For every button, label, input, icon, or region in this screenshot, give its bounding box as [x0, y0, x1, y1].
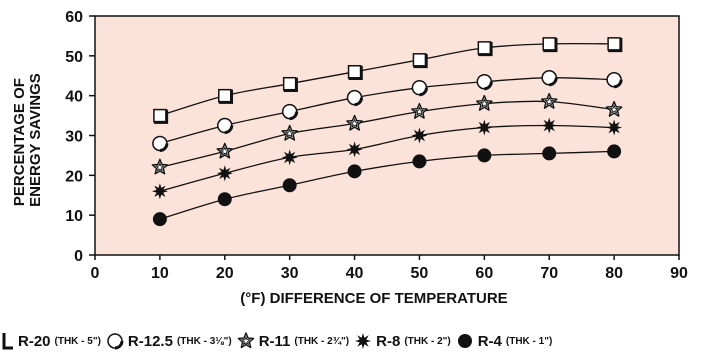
data-point-circle-filled	[542, 146, 557, 161]
data-point-starburst	[476, 119, 493, 136]
data-point-square	[607, 37, 623, 53]
plot-area	[94, 15, 680, 256]
chart: 0 10 20 30 40 50 60 0 10 20 30 40 50 60 70 80 90 PERCEN…	[11, 9, 688, 307]
y-axis-label: PERCENTAGE OF ENERGY SAVINGS	[11, 73, 44, 207]
y-tick-label: 50	[65, 49, 83, 66]
data-point-star-open	[281, 124, 298, 141]
x-tick-label: 40	[346, 265, 364, 282]
data-point-star-open	[476, 94, 493, 111]
data-point-starburst	[411, 127, 428, 144]
data-point-starburst	[281, 149, 298, 166]
data-point-star-open	[151, 158, 169, 175]
x-tick-label: 30	[281, 265, 299, 282]
legend-item: R-20 (THK - 5")	[2, 332, 101, 350]
data-point-starburst	[606, 119, 623, 136]
x-tick-label: 70	[540, 265, 558, 282]
data-point-circle-filled	[217, 192, 232, 207]
data-point-circle-filled	[412, 154, 427, 169]
y-axis-label-line1: PERCENTAGE OF	[11, 78, 28, 206]
legend-item: R-12.5 (THK - 3⅛")	[106, 332, 232, 350]
x-tick-label: 80	[605, 265, 623, 282]
data-point-square	[412, 53, 428, 69]
data-point-star-open	[540, 92, 558, 109]
data-point-starburst	[216, 165, 233, 182]
legend-series-thickness: (THK - 2")	[404, 335, 451, 347]
legend-series-name: R-11	[258, 332, 291, 350]
legend-series-thickness: (THK - 1")	[505, 335, 553, 347]
legend-marker-icon	[2, 333, 13, 350]
data-point-circle-filled	[477, 148, 492, 163]
y-tick-label: 30	[65, 129, 83, 146]
data-point-square	[153, 108, 169, 124]
y-axis: 0 10 20 30 40 50 60	[65, 9, 95, 265]
legend-series-name: R-8	[376, 332, 401, 350]
legend-marker-circle-open	[107, 333, 124, 350]
legend-series-name: R-20	[18, 332, 51, 350]
x-tick-label: 0	[91, 265, 100, 282]
legend-marker-star-open	[237, 332, 255, 349]
legend-item: R-8 (THK - 2")	[354, 332, 451, 350]
legend-series-thickness: (THK - 5")	[54, 335, 101, 347]
x-tick-label: 50	[411, 265, 429, 282]
data-point-circle-open	[281, 103, 299, 121]
x-tick-label: 60	[475, 265, 493, 282]
data-point-star-open	[411, 102, 428, 119]
legend-marker-starburst	[355, 333, 372, 349]
legend-series-name: R-12.5	[127, 332, 173, 350]
data-point-circle-open	[346, 89, 364, 107]
x-axis: 0 10 20 30 40 50 60 70 80 90	[91, 255, 688, 282]
y-tick-label: 40	[65, 89, 83, 106]
data-point-circle-open	[152, 135, 169, 152]
legend-marker-icon	[355, 333, 372, 349]
legend-marker-icon	[107, 333, 124, 350]
data-point-circle-open	[217, 117, 234, 135]
legend-item: R-11 (THK - 2¾")	[237, 332, 349, 350]
x-tick-label: 10	[151, 265, 169, 282]
y-tick-label: 10	[65, 208, 83, 225]
legend-series-name: R-4	[477, 332, 502, 350]
legend: R-20 (THK - 5") R-12.5 (THK - 3⅛") R-11 (THK …	[2, 330, 702, 352]
legend-marker-icon	[457, 334, 472, 348]
data-point-circle-filled	[282, 178, 297, 193]
data-point-circle-open	[476, 73, 493, 91]
y-tick-label: 60	[65, 9, 83, 26]
data-point-starburst	[151, 183, 168, 200]
data-point-circle-filled	[347, 164, 362, 179]
legend-item: R-4 (THK - 1")	[456, 332, 553, 350]
data-point-circle-open	[411, 79, 428, 97]
data-point-square	[347, 65, 363, 81]
x-tick-label: 20	[216, 265, 234, 282]
legend-marker-circle-filled	[457, 334, 472, 348]
y-axis-label-line2: ENERGY SAVINGS	[27, 73, 44, 207]
data-point-circle-filled	[607, 144, 622, 159]
legend-series-thickness: (THK - 2¾")	[294, 335, 350, 347]
data-point-circle-open	[606, 71, 623, 89]
data-point-square	[542, 37, 558, 53]
data-point-star-open	[605, 100, 623, 117]
y-tick-label: 0	[74, 248, 83, 265]
data-point-square	[477, 41, 493, 57]
data-point-star-open	[346, 114, 363, 131]
data-point-star-open	[216, 142, 234, 159]
data-point-circle-open	[541, 69, 558, 87]
legend-marker-icon	[237, 332, 255, 349]
y-tick-label: 20	[65, 168, 83, 185]
series-markers	[151, 37, 623, 227]
data-point-starburst	[541, 117, 558, 134]
data-point-starburst	[346, 141, 363, 158]
data-point-square	[218, 88, 234, 104]
data-point-square	[282, 76, 298, 92]
legend-series-thickness: (THK - 3⅛")	[176, 335, 232, 347]
data-point-circle-filled	[152, 212, 167, 227]
x-tick-label: 90	[670, 265, 688, 282]
x-axis-label: (°F) DIFFERENCE OF TEMPERATURE	[240, 290, 507, 307]
